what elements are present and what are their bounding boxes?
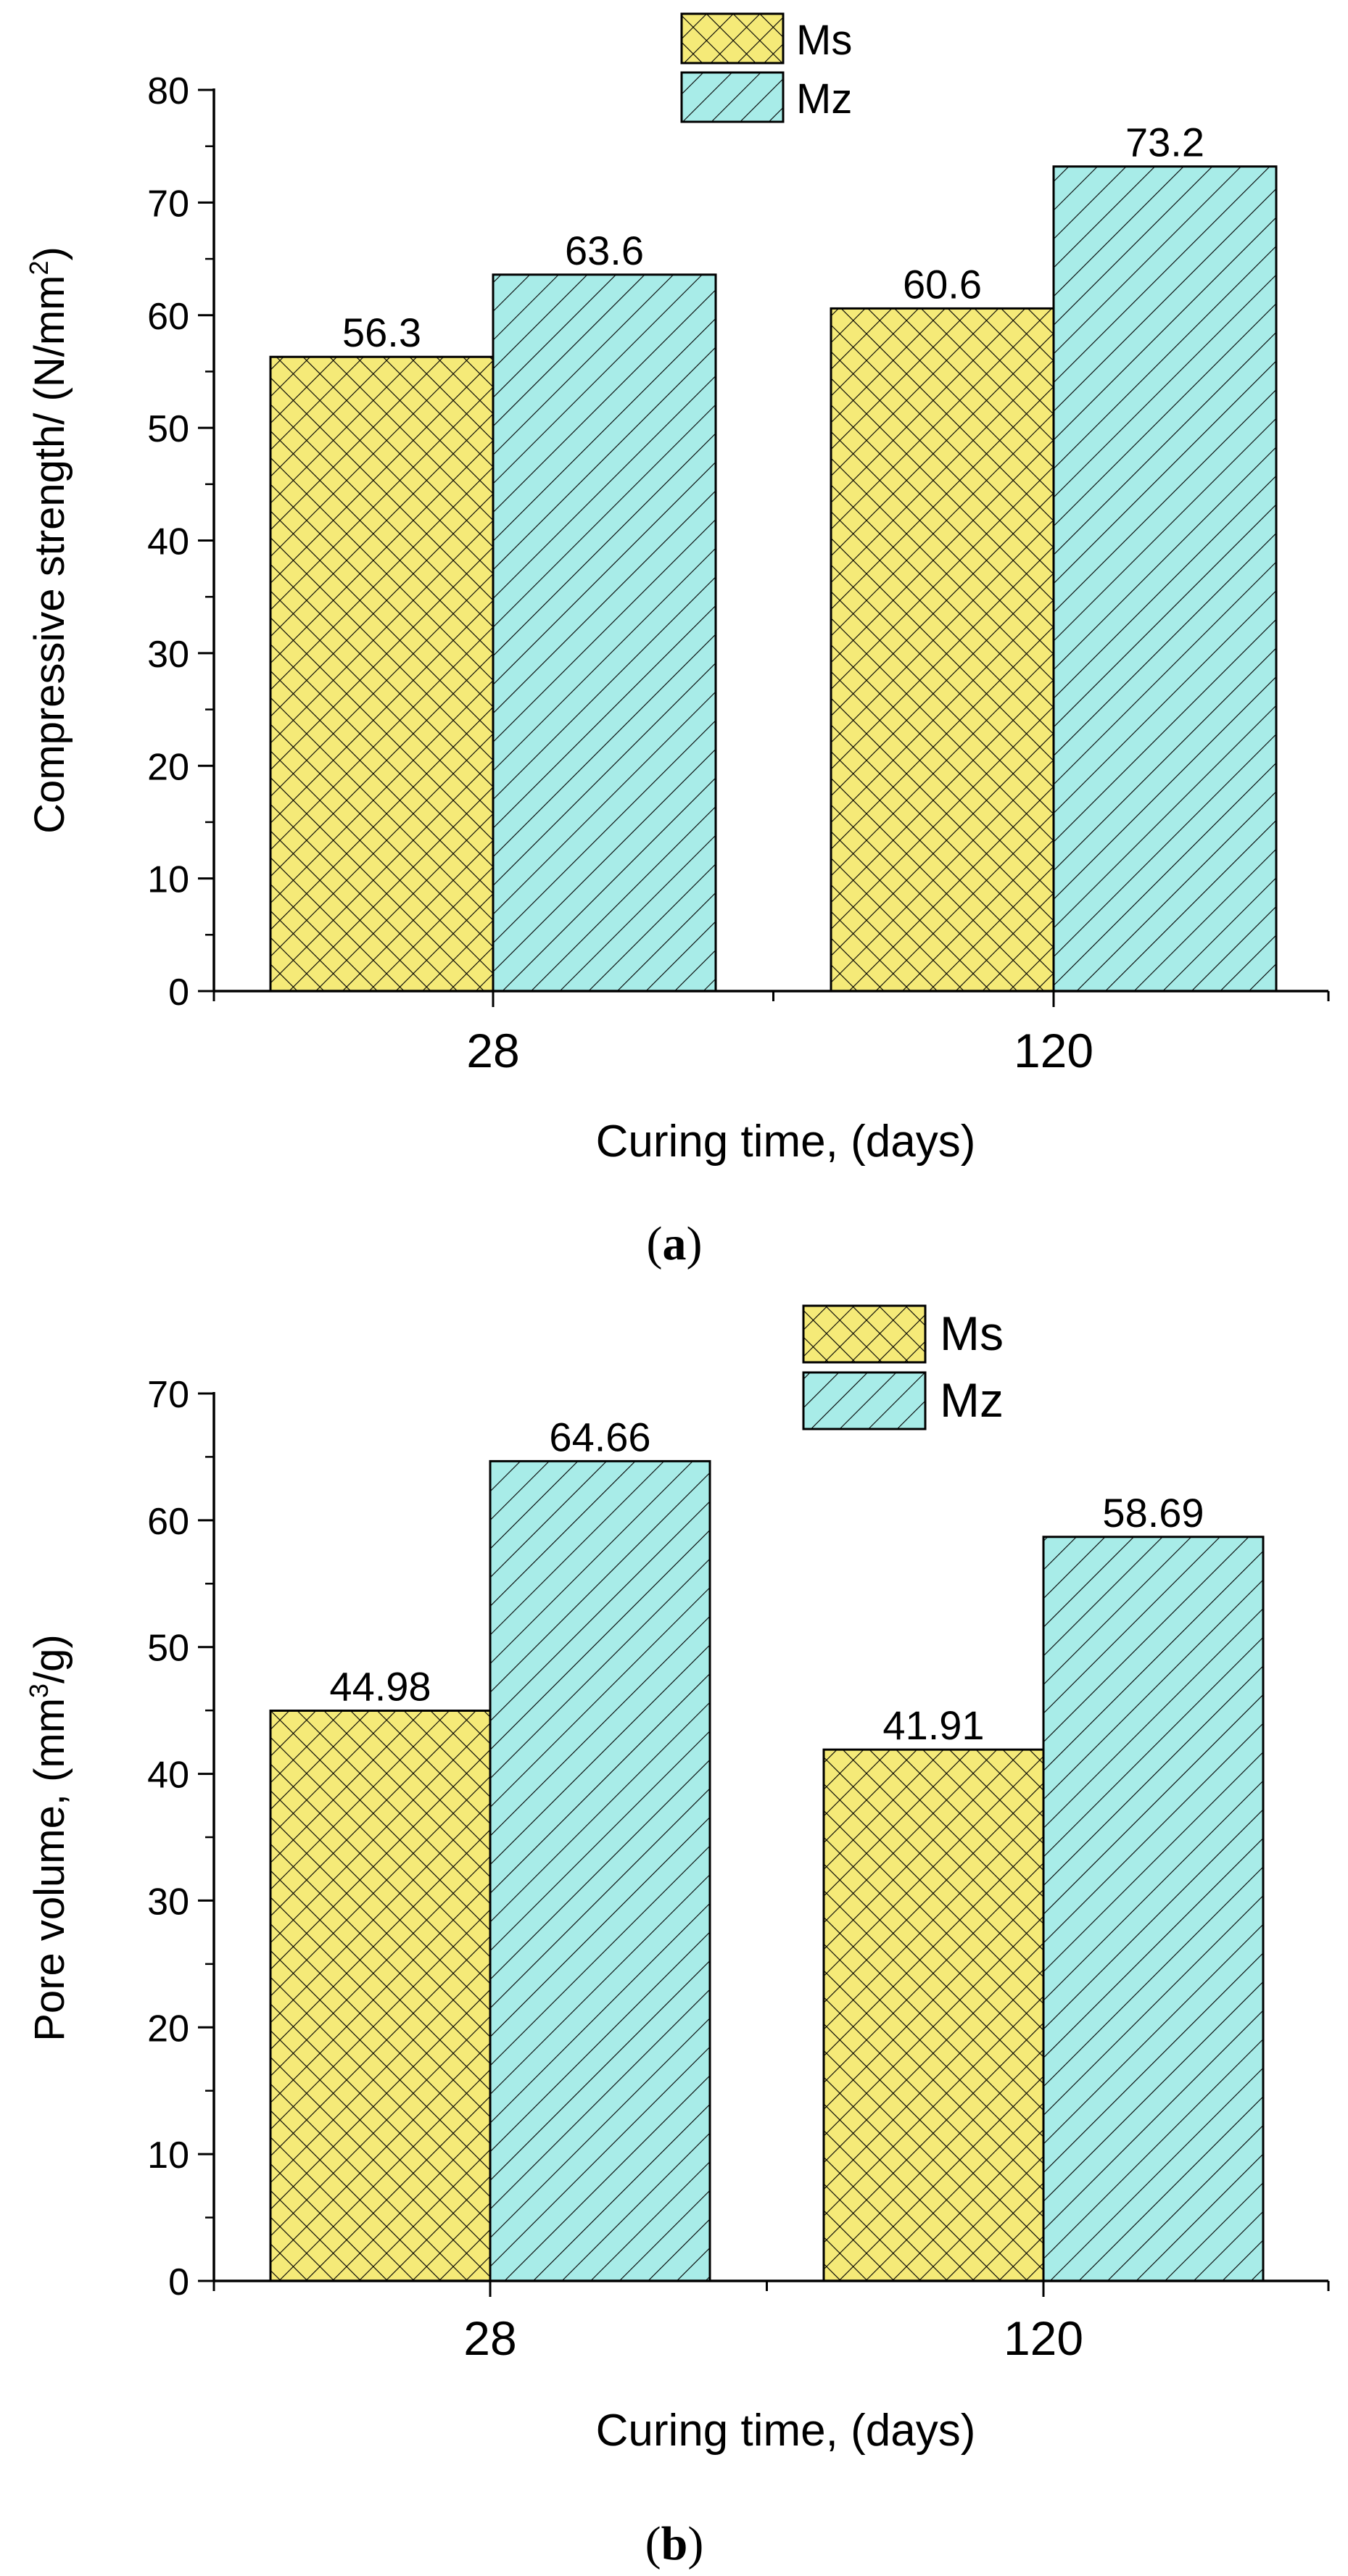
y-tick-label: 80 xyxy=(147,70,189,112)
data-label-ms-120: 41.91 xyxy=(882,1702,984,1748)
bar-ms-28 xyxy=(269,355,495,993)
bar-mz-28 xyxy=(492,273,717,993)
y-tick-label: 50 xyxy=(147,408,189,450)
data-label-mz-28: 63.6 xyxy=(565,228,644,273)
data-label-ms-28: 44.98 xyxy=(329,1663,431,1709)
bar-ms-28 xyxy=(269,1709,492,2282)
data-label-mz-120: 58.69 xyxy=(1102,1490,1204,1536)
legend-label-mz: Mz xyxy=(940,1373,1004,1427)
data-label-mz-28: 64.66 xyxy=(549,1414,650,1459)
legend-swatch-ms xyxy=(680,12,785,65)
y-tick-label: 70 xyxy=(147,183,189,225)
x-axis-title: Curing time, (days) xyxy=(596,2406,976,2456)
chart-panel-a: 56.3 60.6 63.6 73.2 0 10 20 30 40 50 60 70 80 28 120 Cu… xyxy=(24,12,1330,1270)
y-tick-label: 40 xyxy=(147,521,189,563)
x-tick-label-120: 120 xyxy=(1004,2311,1083,2365)
y-tick-label: 70 xyxy=(147,1374,189,1416)
y-tick-label: 0 xyxy=(168,2261,189,2303)
legend-swatch-mz xyxy=(680,71,785,123)
data-label-mz-120: 73.2 xyxy=(1125,120,1204,165)
chart-panel-b: 44.98 41.91 64.66 58.69 0 10 20 30 40 50 60 70 28 120… xyxy=(24,1304,1330,2570)
data-label-ms-28: 56.3 xyxy=(342,310,421,355)
x-tick-label-28: 28 xyxy=(466,1024,519,1077)
legend-label-mz: Mz xyxy=(796,75,852,123)
legend-label-ms: Ms xyxy=(940,1306,1004,1360)
panel-caption-letter: b xyxy=(661,2517,688,2570)
bar-mz-120 xyxy=(1042,1536,1265,2282)
y-tick-label: 40 xyxy=(147,1755,189,1797)
bar-mz-120 xyxy=(1052,165,1278,993)
bar-mz-28 xyxy=(489,1459,711,2282)
y-tick-label: 30 xyxy=(147,1881,189,1923)
panel-caption: (b) xyxy=(645,2517,704,2570)
legend-swatch-mz xyxy=(802,1371,927,1430)
y-tick-label: 10 xyxy=(147,2134,189,2177)
panel-caption-letter: a xyxy=(663,1217,687,1270)
x-tick-label-120: 120 xyxy=(1014,1024,1093,1077)
y-tick-label: 50 xyxy=(147,1628,189,1670)
y-axis-title: Pore volume, (mm3/g) xyxy=(24,1634,73,2042)
y-tick-label: 10 xyxy=(147,859,189,901)
y-tick-label: 0 xyxy=(168,972,189,1014)
y-tick-label: 20 xyxy=(147,746,189,788)
legend-label-ms: Ms xyxy=(796,17,852,64)
y-tick-label: 60 xyxy=(147,1501,189,1543)
data-label-ms-120: 60.6 xyxy=(903,261,982,307)
x-axis-title: Curing time, (days) xyxy=(596,1117,976,1167)
y-axis-title-superscript: 3 xyxy=(24,1683,54,1698)
y-tick-label: 30 xyxy=(147,634,189,676)
y-axis-title-superscript: 2 xyxy=(24,261,54,276)
y-tick-label: 20 xyxy=(147,2008,189,2050)
bar-ms-120 xyxy=(830,307,1055,993)
bar-ms-120 xyxy=(822,1748,1045,2282)
y-tick-label: 60 xyxy=(147,296,189,338)
x-tick-label-28: 28 xyxy=(463,2311,516,2365)
panel-caption: (a) xyxy=(647,1217,703,1270)
y-axis-title: Compressive strength/ (N/mm2) xyxy=(24,247,73,834)
legend-swatch-ms xyxy=(802,1304,927,1364)
